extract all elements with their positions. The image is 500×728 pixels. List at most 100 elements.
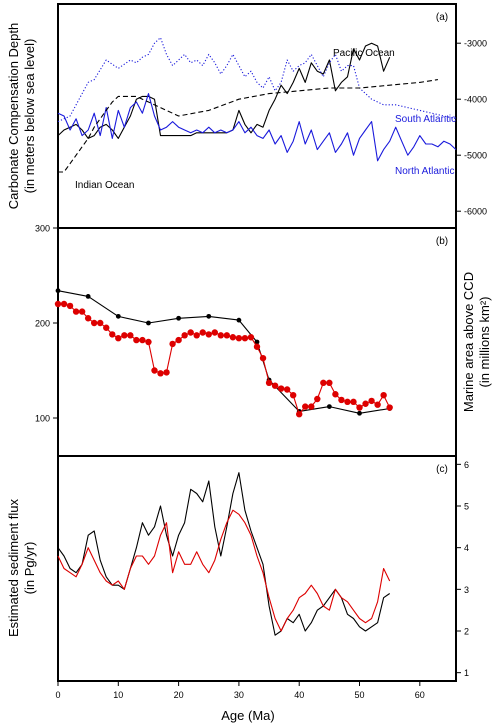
panel-a-ylabel-line1: Carbonate Compensation Depth: [6, 23, 21, 209]
x-axis-title: Age (Ma): [221, 708, 274, 723]
annotation-north-atlantic: North Atlantic: [395, 166, 454, 177]
panel-b-point-red: [187, 329, 194, 336]
annotation-indian-ocean: Indian Ocean: [75, 180, 135, 191]
panel-c-ylabel-line1: Estimated sediment flux: [6, 499, 21, 638]
panel-b-label: (b): [436, 236, 448, 247]
panel-b-point-red: [289, 392, 297, 399]
panel-b-point-red: [145, 338, 152, 346]
panel-b-point-red: [157, 370, 164, 377]
panel-b-point-black: [236, 317, 242, 323]
panel-b-point-red: [259, 354, 267, 362]
panel-c-series-red: [57, 509, 391, 632]
panel-b-ylabel-line2: (in millions km²): [477, 297, 492, 388]
panel-b-point-red: [199, 329, 206, 336]
annotation-pacific-ocean: Pacific Ocean: [333, 48, 395, 59]
panel-a-series-indian: [58, 79, 438, 173]
panel-b-point-red: [338, 396, 345, 404]
panel-b-point-black: [146, 320, 151, 326]
panel-c-frame: [57, 455, 457, 682]
panel-b-point-red: [223, 332, 231, 339]
panel-b-point-red: [72, 308, 80, 315]
panel-b-point-red: [332, 391, 339, 398]
panel-b-point-red: [265, 379, 273, 387]
panel-a-series-north_atlantic: [57, 93, 457, 162]
panel-b-ytick-label: 300: [35, 224, 50, 234]
panel-b-point-red: [181, 332, 188, 339]
x-axis-tick-label: 60: [415, 690, 425, 700]
panel-a-ytick-label: -4000: [464, 95, 487, 105]
panel-c-ytick-label: 6: [464, 460, 469, 470]
panel-b-point-red: [271, 382, 279, 389]
panel-b-point-red: [90, 319, 98, 327]
panel-a-label: (a): [436, 12, 448, 23]
x-axis-tick-label: 10: [113, 690, 123, 700]
x-axis-tick-label: 20: [174, 690, 184, 700]
panel-c-ytick-label: 3: [464, 585, 469, 595]
panel-b-ytick-label: 200: [35, 319, 50, 329]
panel-c-ytick-label: 2: [464, 627, 469, 637]
panel-b-point-red: [356, 404, 363, 411]
panel-b-point-red: [302, 403, 309, 410]
panel-b-point-red: [127, 332, 134, 339]
panel-b-point-red: [66, 302, 74, 310]
panel-b-point-red: [247, 334, 255, 341]
panel-b-point-red: [386, 404, 393, 411]
x-axis-tick-label: 0: [55, 690, 60, 700]
panel-b-point-red: [241, 335, 249, 342]
panel-a-ylabel-line2: (in meters below sea level): [22, 39, 37, 194]
panel-b-ytick-label: 100: [35, 414, 50, 424]
panel-b-point-red: [283, 386, 291, 393]
panel-b-point-red: [139, 336, 146, 344]
x-axis-tick-label: 30: [234, 690, 244, 700]
panel-c-ylabel-line2: (in Pg/yr): [22, 542, 37, 595]
panel-a-ytick-label: -6000: [464, 207, 487, 217]
panel-c-ytick-label: 1: [464, 668, 469, 678]
panel-b-point-red: [109, 331, 116, 338]
panel-b-point-red: [235, 335, 243, 342]
panel-b-point-red: [175, 336, 182, 344]
panel-b-point-red: [78, 308, 86, 315]
panel-b-point-red: [296, 411, 303, 418]
panel-b-point-red: [151, 367, 158, 374]
panel-b-point-red: [368, 397, 375, 405]
panel-b-point-red: [326, 379, 333, 387]
panel-b-point-red: [133, 336, 140, 344]
panel-b-point-red: [217, 332, 225, 339]
panel-b-point-red: [380, 392, 387, 399]
panel-b-point-black: [85, 294, 91, 299]
panel-b-point-red: [115, 335, 122, 342]
panel-b-point-red: [97, 319, 104, 327]
panel-b-point-red: [308, 403, 315, 410]
panel-b-point-red: [350, 398, 357, 406]
panel-b-point-red: [320, 379, 327, 387]
x-axis-tick-label: 40: [294, 690, 304, 700]
panel-b-point-black: [176, 315, 182, 321]
panel-b-ylabel-line1: Marine area above CCD: [461, 272, 476, 412]
panel-b-point-red: [121, 332, 128, 339]
panel-b-point-red: [193, 332, 200, 339]
annotation-south-atlantic: South Atlantic: [395, 114, 456, 125]
panel-c-ytick-label: 5: [464, 502, 469, 512]
panel-b-point-red: [84, 315, 92, 322]
panel-b-point-red: [163, 369, 170, 376]
panel-b-point-red: [277, 385, 285, 392]
panel-b-point-black: [206, 313, 212, 319]
panel-b-point-red: [103, 324, 110, 331]
panel-b-point-red: [60, 300, 68, 308]
panel-c-series-black: [57, 472, 391, 636]
panel-b-point-red: [362, 400, 369, 407]
panel-b-series-black: [57, 290, 390, 414]
panel-b-point-black: [115, 313, 121, 319]
panel-b-point-black: [254, 339, 260, 345]
panel-a-ytick-label: -3000: [464, 39, 487, 49]
panel-c-label: (c): [436, 464, 448, 475]
panel-b-point-black: [55, 288, 61, 294]
panel-b-point-red: [169, 340, 176, 348]
panel-c-ytick-label: 4: [464, 543, 469, 553]
panel-b-point-red: [229, 334, 237, 341]
panel-a-series-south_atlantic: [57, 37, 457, 123]
panel-b-point-black: [326, 404, 332, 409]
panel-b-point-black: [357, 410, 362, 416]
